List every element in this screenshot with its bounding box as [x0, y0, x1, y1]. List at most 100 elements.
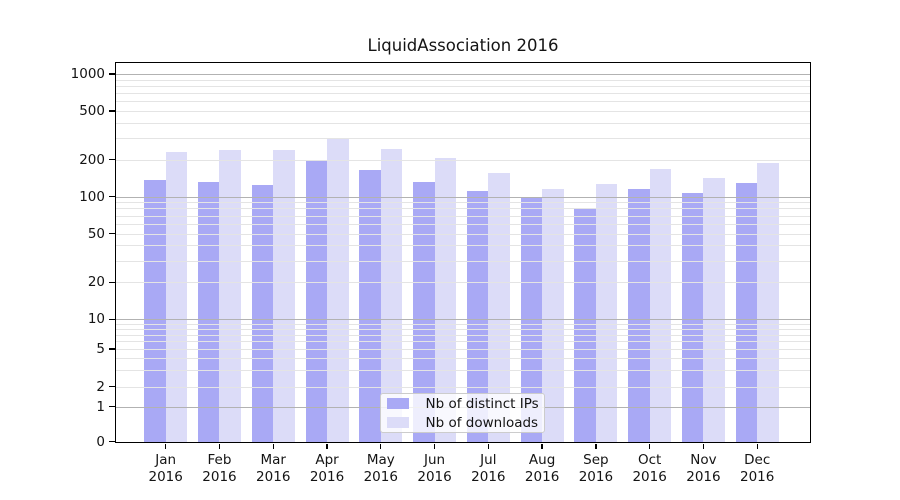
bar-downloads-apr	[327, 138, 349, 443]
bar-distinct-ips-dec	[735, 183, 758, 443]
x-tick-label-dec: Dec 2016	[730, 452, 784, 486]
gridline-50	[116, 233, 810, 235]
x-tick-label-month: Jun	[424, 452, 446, 468]
bar-distinct-ips-mar	[251, 184, 274, 443]
y-tick-10	[109, 318, 115, 320]
gridline-900	[116, 79, 810, 81]
x-tick-label-year: 2016	[256, 469, 291, 485]
x-tick-label-month: Aug	[528, 452, 556, 468]
gridline-40	[116, 245, 810, 247]
y-tick-label-5: 5	[96, 341, 105, 357]
bar-downloads-nov	[703, 177, 725, 443]
x-tick-label-month: May	[366, 452, 395, 468]
bar-downloads-sep	[595, 183, 618, 443]
x-tick-label-month: Oct	[637, 452, 662, 468]
y-tick-1	[109, 406, 115, 408]
x-tick-dec	[756, 443, 758, 449]
bar-downloads-jun	[434, 158, 457, 443]
x-tick-label-month: Feb	[207, 452, 232, 468]
y-tick-label-200: 200	[79, 151, 105, 168]
x-tick-label-year: 2016	[471, 469, 506, 485]
x-tick-label-jun: Jun 2016	[408, 452, 462, 486]
gridline-70	[116, 215, 810, 217]
x-tick-label-nov: Nov 2016	[676, 452, 730, 486]
x-tick-label-month: Nov	[690, 452, 717, 468]
x-tick-jan	[165, 443, 167, 449]
bar-downloads-mar	[273, 149, 295, 443]
x-tick-may	[380, 443, 382, 449]
y-tick-2	[109, 386, 115, 388]
chart-title: LiquidAssociation 2016	[367, 36, 559, 55]
bar-distinct-ips-apr	[305, 161, 328, 443]
gridline-4	[116, 358, 810, 360]
gridline-3	[116, 370, 810, 372]
y-tick-200	[109, 159, 115, 161]
x-tick-label-oct: Oct 2016	[623, 452, 677, 486]
bar-distinct-ips-jan	[144, 180, 166, 443]
x-tick-label-sep: Sep 2016	[569, 452, 623, 486]
x-tick-apr	[326, 443, 328, 449]
gridline-80	[116, 208, 810, 210]
bar-distinct-ips-feb	[197, 182, 220, 443]
bar-downloads-jan	[165, 151, 188, 443]
y-tick-1000	[109, 73, 115, 75]
x-tick-label-feb: Feb 2016	[192, 452, 246, 486]
x-tick-aug	[541, 443, 543, 449]
gridline-60	[116, 223, 810, 225]
gridline-90	[116, 202, 810, 204]
gridline-500	[116, 110, 810, 112]
x-tick-oct	[649, 443, 651, 449]
x-tick-label-year: 2016	[363, 469, 398, 485]
x-tick-label-year: 2016	[578, 469, 614, 485]
gridline-6	[116, 341, 810, 343]
x-tick-label-year: 2016	[632, 469, 667, 485]
gridline-7	[116, 334, 810, 336]
gridline-5	[116, 349, 810, 350]
x-tick-mar	[272, 443, 274, 449]
gridline-400	[116, 122, 810, 124]
bar-distinct-ips-nov	[681, 193, 704, 443]
y-tick-label-0: 0	[96, 433, 105, 450]
bar-downloads-oct	[649, 168, 672, 443]
x-tick-label-year: 2016	[202, 469, 237, 485]
gridline-9	[116, 323, 810, 325]
x-tick-label-month: Jul	[480, 452, 497, 468]
bar-distinct-ips-jun	[413, 181, 435, 443]
x-tick-nov	[702, 443, 705, 449]
y-tick-20	[109, 281, 115, 283]
bar-downloads-aug	[542, 189, 564, 443]
y-tick-label-20: 20	[87, 274, 105, 291]
x-tick-label-mar: Mar 2016	[246, 452, 300, 486]
x-tick-label-may: May 2016	[354, 452, 408, 486]
y-tick-500	[109, 110, 115, 112]
x-tick-label-year: 2016	[686, 469, 721, 485]
gridline-8	[116, 328, 810, 330]
gridline-200	[116, 159, 810, 161]
gridline-600	[116, 101, 810, 103]
gridline-800	[116, 85, 810, 87]
legend-swatch-downloads	[387, 417, 409, 428]
x-tick-label-year: 2016	[740, 469, 775, 485]
legend-label-distinct-ips: Nb of distinct IPs	[425, 395, 539, 412]
bar-downloads-dec	[757, 162, 779, 443]
y-tick-label-10: 10	[87, 311, 105, 328]
y-tick-100	[109, 195, 115, 198]
gridline-30	[116, 260, 810, 262]
bar-distinct-ips-sep	[574, 208, 596, 443]
x-tick-label-month: Mar	[260, 452, 286, 468]
gridline-2	[116, 386, 810, 388]
gridline-100	[116, 196, 810, 198]
bar-distinct-ips-oct	[628, 188, 650, 443]
y-tick-0	[109, 441, 115, 443]
gridline-1000	[116, 73, 810, 75]
y-tick-label-2: 2	[96, 378, 105, 395]
x-tick-label-month: Sep	[583, 452, 609, 468]
y-tick-label-500: 500	[79, 102, 105, 119]
x-tick-label-aug: Aug 2016	[515, 452, 569, 486]
legend-swatch-distinct-ips	[387, 398, 409, 409]
x-tick-feb	[218, 443, 221, 449]
bar-downloads-may	[380, 149, 403, 443]
bar-downloads-jul	[488, 173, 510, 443]
x-tick-label-year: 2016	[148, 469, 183, 485]
